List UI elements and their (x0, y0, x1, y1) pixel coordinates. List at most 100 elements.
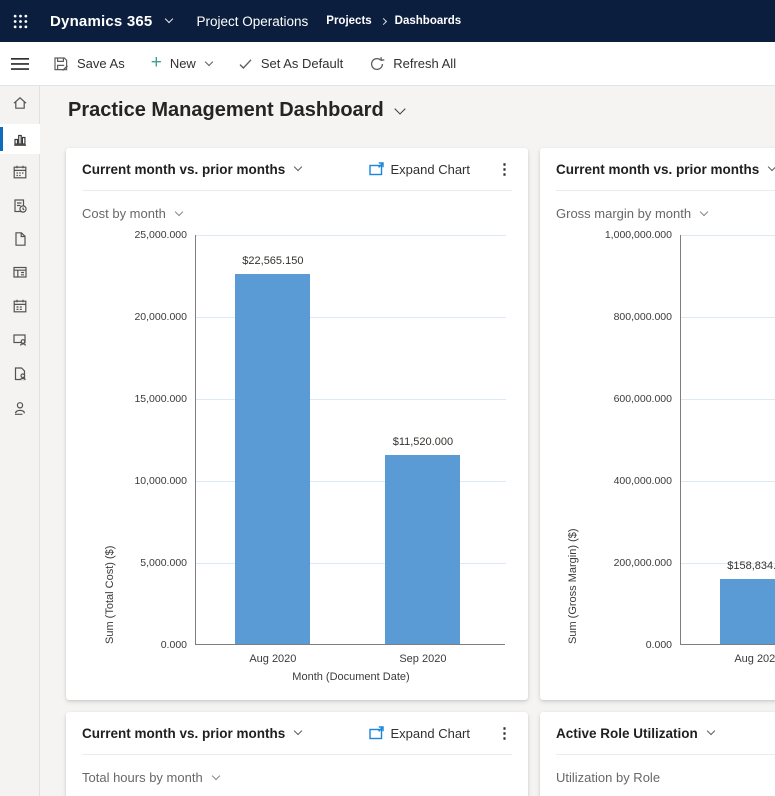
card-title-chevron-icon[interactable] (294, 727, 302, 735)
more-commands-icon[interactable]: ⋮ (497, 162, 512, 177)
cost-chart-plot: 0.0005,000.00010,000.00015,000.00020,000… (195, 235, 505, 645)
app-window: Dynamics 365 Project Operations Projects… (0, 0, 775, 796)
gridline (681, 317, 775, 318)
chart-view-selector[interactable]: Utilization by Role (556, 770, 775, 785)
x-axis-tick-label: Aug 2020 (688, 653, 775, 665)
gridline (681, 399, 775, 400)
page-title-dropdown[interactable]: Practice Management Dashboard (68, 99, 404, 122)
chart-view-label: Gross margin by month (556, 206, 691, 221)
app-chevron-down-icon[interactable] (165, 15, 173, 23)
card-title[interactable]: Active Role Utilization (556, 726, 698, 741)
calendar-icon (11, 163, 29, 181)
y-axis-tick-label: 0.000 (646, 639, 672, 651)
schedule-calendar-icon (11, 297, 29, 315)
app-launcher-button[interactable] (0, 0, 40, 42)
sidebar-item-calendar[interactable] (0, 156, 40, 188)
breadcrumb-projects[interactable]: Projects (326, 15, 371, 27)
new-button[interactable]: + New (138, 42, 225, 85)
card-active-role-utilization: Active Role Utilization Utilization by R… (540, 712, 775, 796)
y-axis-title: Sum (Total Cost) ($) (104, 235, 116, 644)
y-axis-tick-label: 20,000.000 (134, 311, 187, 323)
app-name[interactable]: Dynamics 365 (50, 13, 152, 30)
breadcrumb-dashboards[interactable]: Dashboards (395, 15, 461, 27)
chart-bar-aug-2020[interactable] (720, 579, 775, 644)
refresh-icon (369, 56, 385, 72)
page-title: Practice Management Dashboard (68, 99, 384, 122)
sidebar-item-roles[interactable] (0, 392, 40, 424)
expand-chart-button[interactable]: Expand Chart (369, 726, 471, 741)
top-navigation-bar: Dynamics 365 Project Operations Projects… (0, 0, 775, 42)
chart-view-selector[interactable]: Total hours by month (82, 770, 512, 785)
sidebar-item-project-board[interactable] (0, 256, 40, 288)
chart-view-label: Total hours by month (82, 770, 203, 785)
module-name[interactable]: Project Operations (196, 14, 308, 29)
y-axis-tick-label: 1,000,000.000 (605, 229, 672, 241)
card-cost-by-month: Current month vs. prior months Expand Ch… (66, 148, 528, 700)
chart-view-label: Cost by month (82, 206, 166, 221)
x-axis-tick-label: Aug 2020 (203, 653, 343, 665)
card-title-chevron-icon[interactable] (294, 163, 302, 171)
page-title-chevron-icon[interactable] (394, 103, 405, 114)
card-title-chevron-icon[interactable] (768, 163, 775, 171)
y-axis-tick-label: 600,000.000 (614, 393, 672, 405)
y-axis-tick-label: 15,000.000 (134, 393, 187, 405)
bar-value-label: $11,520.000 (348, 436, 498, 448)
gridline (681, 235, 775, 236)
refresh-all-label: Refresh All (393, 56, 456, 71)
expand-chart-label: Expand Chart (391, 726, 471, 741)
save-as-button[interactable]: Save As (40, 42, 138, 85)
y-axis-tick-label: 5,000.000 (140, 557, 187, 569)
sidebar-item-documents[interactable] (0, 223, 40, 255)
card-header: Current month vs. prior months (540, 148, 775, 190)
chart-view-selector[interactable]: Gross margin by month (556, 206, 775, 221)
card-header: Active Role Utilization (540, 712, 775, 754)
site-map-toggle-button[interactable] (0, 42, 40, 86)
resource-board-icon (11, 331, 29, 349)
chart-bar-aug-2020[interactable] (235, 274, 310, 644)
chart-view-chevron-icon[interactable] (175, 207, 183, 215)
card-title[interactable]: Current month vs. prior months (556, 162, 759, 177)
breadcrumb: Projects Dashboards (326, 15, 461, 27)
document-icon (11, 230, 29, 248)
refresh-all-button[interactable]: Refresh All (356, 42, 469, 85)
y-axis-tick-label: 200,000.000 (614, 557, 672, 569)
sidebar-item-resource-board[interactable] (0, 324, 40, 356)
chart-bar-sep-2020[interactable] (385, 455, 460, 644)
save-as-label: Save As (77, 56, 125, 71)
chart-view-selector[interactable]: Cost by month (82, 206, 512, 221)
y-axis-tick-label: 0.000 (161, 639, 187, 651)
sidebar-item-time-entries[interactable] (0, 190, 40, 222)
gridline (196, 235, 506, 236)
card-title[interactable]: Current month vs. prior months (82, 162, 285, 177)
chart-view-chevron-icon[interactable] (211, 771, 219, 779)
bar-value-label: $22,565.150 (198, 255, 348, 267)
sidebar-item-resource-requests[interactable] (0, 358, 40, 390)
card-divider (556, 190, 775, 191)
gross-margin-chart-plot: 0.000200,000.000400,000.000600,000.00080… (680, 235, 775, 645)
sidebar-item-dashboards[interactable] (0, 124, 40, 154)
expand-chart-button[interactable]: Expand Chart (369, 162, 471, 177)
more-commands-icon[interactable]: ⋮ (497, 726, 512, 741)
dashboards-icon (11, 130, 29, 148)
card-gross-margin-by-month: Current month vs. prior months Gross mar… (540, 148, 775, 700)
chart-view-label: Utilization by Role (556, 770, 660, 785)
gridline (681, 481, 775, 482)
set-as-default-label: Set As Default (261, 56, 343, 71)
card-header: Current month vs. prior months Expand Ch… (66, 712, 528, 754)
home-icon (11, 94, 29, 112)
new-chevron-down-icon[interactable] (205, 57, 213, 65)
hamburger-icon (11, 57, 29, 71)
resource-request-icon (11, 365, 29, 383)
card-title[interactable]: Current month vs. prior months (82, 726, 285, 741)
chart-view-chevron-icon[interactable] (700, 207, 708, 215)
sidebar-item-home[interactable] (0, 87, 40, 119)
expand-chart-icon (369, 162, 384, 176)
card-title-chevron-icon[interactable] (707, 727, 715, 735)
card-divider (556, 754, 775, 755)
save-as-icon (53, 56, 69, 72)
bar-value-label: $158,834.85 (683, 560, 775, 572)
sidebar-item-schedule[interactable] (0, 290, 40, 322)
waffle-icon (13, 14, 28, 29)
checkmark-icon (238, 57, 253, 71)
set-as-default-button[interactable]: Set As Default (225, 42, 356, 85)
